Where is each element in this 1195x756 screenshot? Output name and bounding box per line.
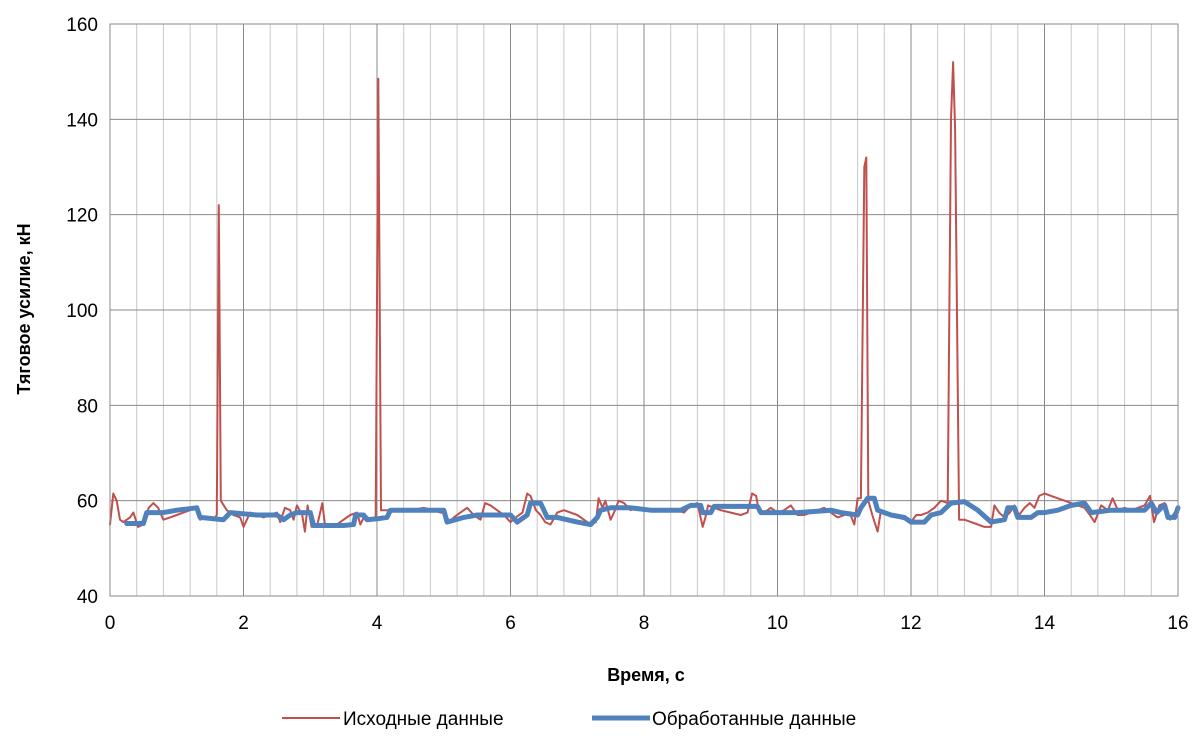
plot-area-border <box>109 23 1179 597</box>
legend-label-raw: Исходные данные <box>343 709 504 730</box>
x-tick-label: 16 <box>1167 613 1188 634</box>
x-tick-label: 8 <box>639 613 650 634</box>
x-tick-label: 0 <box>105 613 116 634</box>
x-tick-label: 4 <box>372 613 383 634</box>
y-tick-label: 100 <box>66 301 98 322</box>
y-tick-label: 120 <box>66 206 98 227</box>
x-tick-label: 10 <box>767 613 788 634</box>
y-axis-title: Тяговое усилие, кН <box>14 223 34 394</box>
x-axis-title: Время, с <box>607 665 685 685</box>
x-tick-labels: 0 2 4 6 8 10 12 14 16 <box>105 613 1189 634</box>
y-tick-label: 40 <box>77 587 98 608</box>
y-tick-label: 140 <box>66 110 98 131</box>
y-tick-label: 160 <box>66 15 98 36</box>
legend-label-processed: Обработанные данные <box>652 709 856 730</box>
axes <box>109 23 1179 597</box>
x-tick-label: 14 <box>1034 613 1056 634</box>
legend: Исходные данные Обработанные данные <box>282 709 856 730</box>
x-tick-label: 6 <box>505 613 516 634</box>
y-tick-label: 60 <box>77 492 98 513</box>
series-layer <box>109 61 1181 533</box>
x-tick-label: 12 <box>900 613 921 634</box>
y-tick-label: 80 <box>77 396 98 417</box>
y-tick-labels: 40 60 80 100 120 140 160 <box>66 15 98 608</box>
x-tick-label: 2 <box>238 613 249 634</box>
series-processed-line <box>124 495 1181 528</box>
